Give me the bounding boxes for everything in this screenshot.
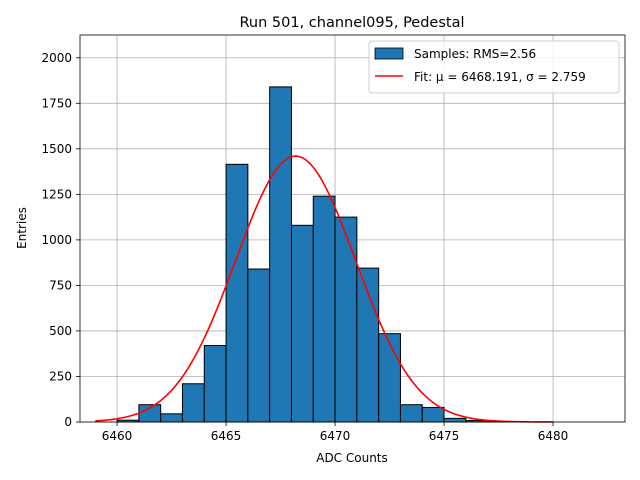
histogram-bar (225, 163, 249, 423)
legend-box (368, 40, 620, 94)
y-tick-label: 1000 (41, 233, 72, 247)
histogram-bar (443, 417, 467, 423)
y-tick-label: 2000 (41, 51, 72, 65)
x-axis-label: ADC Counts (316, 451, 388, 465)
x-tick-label: 6470 (320, 429, 351, 443)
histogram-bar (290, 224, 314, 423)
y-tick-label: 1750 (41, 96, 72, 110)
chart-title: Run 501, channel095, Pedestal (239, 15, 464, 31)
y-tick-label: 750 (49, 278, 72, 292)
x-tick-label: 6480 (538, 429, 569, 443)
histogram-bar (399, 404, 423, 423)
x-axis-ticks: 6460 6465 6470 6475 6480 (102, 422, 569, 443)
y-tick-label: 500 (49, 324, 72, 338)
legend: Samples: RMS=2.56 Fit: μ = 6468.191, σ =… (368, 40, 620, 94)
histogram-bar (378, 333, 401, 423)
histogram-bar (421, 406, 445, 423)
legend-fit-label: Fit: μ = 6468.191, σ = 2.759 (414, 70, 586, 84)
histogram-bar (247, 268, 271, 423)
y-tick-label: 1250 (41, 187, 72, 201)
histogram-bar (160, 413, 183, 423)
legend-histogram-label: Samples: RMS=2.56 (414, 47, 536, 61)
y-tick-label: 0 (64, 415, 72, 429)
x-tick-label: 6475 (429, 429, 460, 443)
histogram-bar (181, 383, 205, 423)
legend-histogram-swatch (374, 47, 404, 60)
histogram-bar (312, 195, 336, 423)
gaussian-fit-line (95, 155, 554, 423)
histogram-bar (269, 86, 292, 423)
x-tick-label: 6465 (211, 429, 242, 443)
histogram-bar (334, 216, 358, 423)
histogram-bar (203, 345, 227, 423)
y-tick-label: 1500 (41, 142, 72, 156)
plot-frame (79, 34, 626, 423)
y-tick-label: 250 (49, 369, 72, 383)
y-axis-ticks: 0 250 500 750 1000 1250 1500 1750 2000 (41, 51, 80, 429)
y-axis-label: Entries (15, 207, 29, 249)
x-tick-label: 6460 (102, 429, 133, 443)
